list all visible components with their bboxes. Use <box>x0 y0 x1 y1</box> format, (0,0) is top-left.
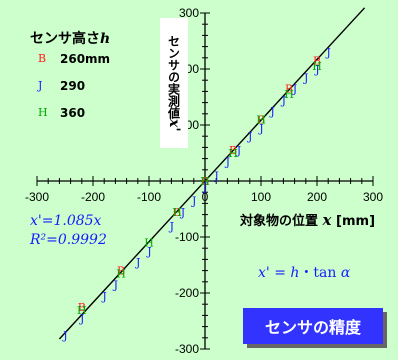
fit-equation: x'=1.085x <box>30 213 102 229</box>
data-point-h: H <box>312 60 322 73</box>
data-point-b: B <box>201 175 209 188</box>
data-point-h: H <box>200 175 210 188</box>
data-point-j: J <box>247 130 252 143</box>
data-point-j: J <box>135 256 140 269</box>
data-point-j: J <box>202 181 207 194</box>
legend-label-260: 260mm <box>60 52 111 66</box>
data-point-j: J <box>258 122 263 135</box>
legend-title: センサ高さh <box>30 31 111 47</box>
y-tick-label: -100 <box>175 230 199 244</box>
data-point-j: J <box>281 94 286 107</box>
data-point-h: H <box>77 304 87 317</box>
data-point-b: B <box>229 144 237 157</box>
data-point-b: B <box>117 265 125 278</box>
tick-labels: -300 -200 -100 0 100 200 300-300-200-100100200… <box>25 6 383 356</box>
data-point-j: J <box>292 83 297 96</box>
fit-line <box>58 7 366 340</box>
y-tick-label: 300 <box>179 6 199 20</box>
y-tick-label: -300 <box>175 342 199 356</box>
fit-r2: R²=0.9992 <box>30 232 107 248</box>
data-point-b: B <box>173 206 181 219</box>
x-tick-label: -100 <box>137 190 161 204</box>
y-axis-label: センサの実測値 x' <box>160 18 188 148</box>
data-point-h: H <box>284 88 294 101</box>
data-point-h: H <box>116 267 126 280</box>
x-tick-label: 300 <box>363 190 383 204</box>
x-tick-label: -200 <box>81 190 105 204</box>
x-axis-label: 対象物の位置 x [mm] <box>240 211 376 229</box>
x-tick-label: 100 <box>251 190 271 204</box>
data-point-b: B <box>285 83 293 96</box>
legend-marker-360: H <box>38 106 48 119</box>
data-point-j: J <box>101 290 106 303</box>
data-point-h: H <box>144 237 154 250</box>
data-point-j: J <box>79 312 84 325</box>
data-point-j: J <box>191 195 196 208</box>
data-point-j: J <box>236 144 241 157</box>
data-point-j: J <box>146 245 151 258</box>
legend-label-360: 360 <box>60 106 86 120</box>
data-point-j: J <box>269 105 274 118</box>
data-point-h: H <box>228 147 238 160</box>
x-tick-label: 0 <box>202 190 209 204</box>
data-point-h: H <box>172 206 182 219</box>
x-tick-label: -300 <box>25 190 49 204</box>
x-tick-label: 200 <box>307 190 327 204</box>
legend-label-290: 290 <box>60 79 86 93</box>
data-point-j: J <box>314 63 319 76</box>
legend-marker-260: B <box>38 52 47 65</box>
chart-title: センサの精度 <box>243 308 383 344</box>
data-point-b: B <box>78 301 86 314</box>
data-point-b: B <box>313 55 321 68</box>
data-point-j: J <box>169 220 174 233</box>
data-point-j: J <box>180 206 185 219</box>
data-point-j: J <box>62 329 67 342</box>
data-point-j: J <box>325 46 330 59</box>
formula-text: x' = h・tan α <box>258 265 351 281</box>
y-tick-label: -200 <box>175 286 199 300</box>
legend-marker-290: J <box>38 79 43 92</box>
data-point-j: J <box>225 155 230 168</box>
data-point-j: J <box>113 279 118 292</box>
data-point-h: H <box>256 113 266 126</box>
data-point-b: B <box>257 113 265 126</box>
data-point-j: J <box>213 169 218 182</box>
data-point-j: J <box>303 71 308 84</box>
